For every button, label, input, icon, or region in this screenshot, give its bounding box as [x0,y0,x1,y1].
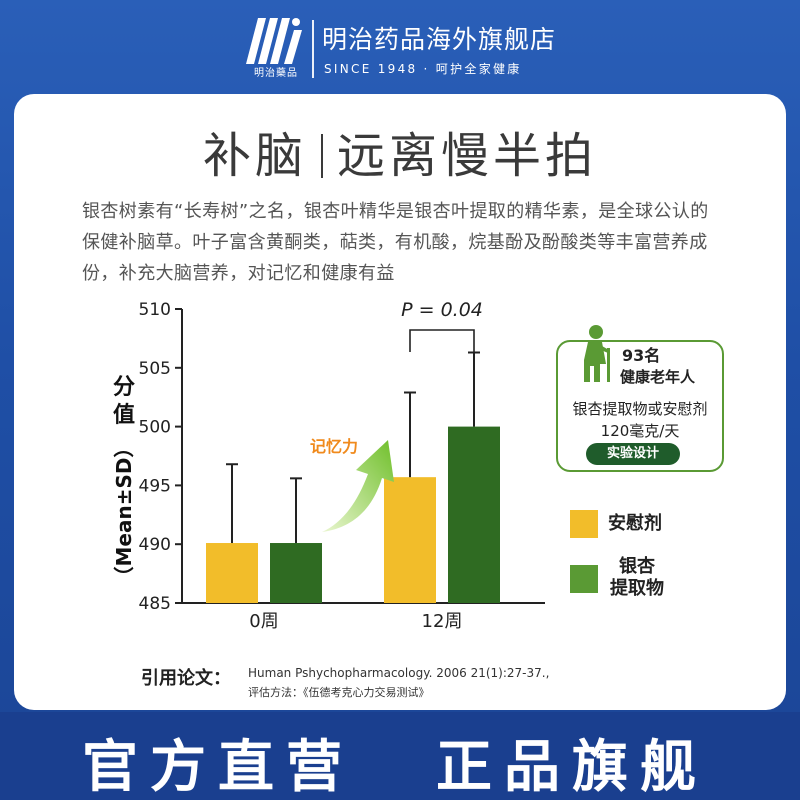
store-slogan: SINCE 1948 · 呵护全家健康 [324,62,522,76]
legend-swatch-placebo [570,510,598,538]
bottom-banner [0,712,800,800]
y-tick-label: 490 [139,535,171,555]
bar-placebo-1 [384,477,436,603]
y-label-sub: （Mean±SD） [112,438,136,587]
x-ticks: 0周 12周 [249,611,462,632]
bars [206,426,500,603]
bar-placebo-0 [206,543,258,603]
bar-ginkgo-1 [448,426,500,603]
arrow-label: 记忆力 [310,437,358,456]
y-tick-label: 500 [139,418,171,438]
header-divider [312,20,314,78]
banner-official: 官方直营 [82,735,354,800]
y-tick-label: 510 [139,300,171,320]
description-text: 银杏树素有“长寿树”之名，银杏叶精华是银杏叶提取的精华素，是全球公认的保健补脑草… [82,201,709,284]
citation-text: Human Pshychopharmacology. 2006 21(1):27… [248,666,550,680]
title-divider [321,134,323,178]
y-axis-label: 分值 （Mean±SD） [112,375,136,586]
banner-genuine: 正品旗舰 [436,735,708,800]
y-ticks: 485 490 495 500 505 510 [139,300,182,614]
bracket-line [409,329,475,352]
store-header: 明治藥品 明治药品海外旗舰店 SINCE 1948 · 呵护全家健康 [0,0,800,90]
y-label-char: 值 [113,402,135,428]
bar-ginkgo-0 [270,543,322,603]
increase-arrow-icon [322,440,394,532]
title-right: 远离慢半拍 [337,128,598,184]
y-label-char: 分 [113,375,135,400]
page-title: 补脑 远离慢半拍 [0,116,800,186]
legend-label-placebo: 安慰剂 [608,513,662,534]
store-name[interactable]: 明治药品海外旗舰店 [322,25,557,54]
study-dose: 120毫克/天 [600,422,680,440]
logo-subtitle: 明治藥品 [254,68,298,79]
y-tick-label: 485 [139,594,171,614]
participant-type: 健康老年人 [620,368,696,386]
y-tick-label: 505 [139,359,171,379]
error-bars [226,351,480,544]
study-treatment: 银杏提取物或安慰剂 [572,400,708,418]
p-value-label: P = 0.04 [401,299,483,321]
x-tick-label: 12周 [422,611,463,632]
y-tick-label: 495 [139,476,171,496]
citation-label: 引用论文： [141,668,231,689]
x-tick-label: 0周 [249,611,278,632]
meiji-logo-icon [246,18,302,64]
significance-bracket [409,329,475,352]
title-left: 补脑 [202,128,307,184]
legend-label-ginkgo-line2: 提取物 [610,578,664,599]
citation-method: 评估方法：《伍德考克心力交易测试》 [248,686,430,699]
elderly-person-icon [584,325,610,382]
legend-swatch-ginkgo [570,565,598,593]
legend-label-ginkgo: 银杏 提取物 [610,556,664,600]
design-label-badge: 实验设计 [586,443,680,465]
legend-label-ginkgo-line1: 银杏 [619,556,655,577]
participant-count: 93名 [622,346,661,365]
